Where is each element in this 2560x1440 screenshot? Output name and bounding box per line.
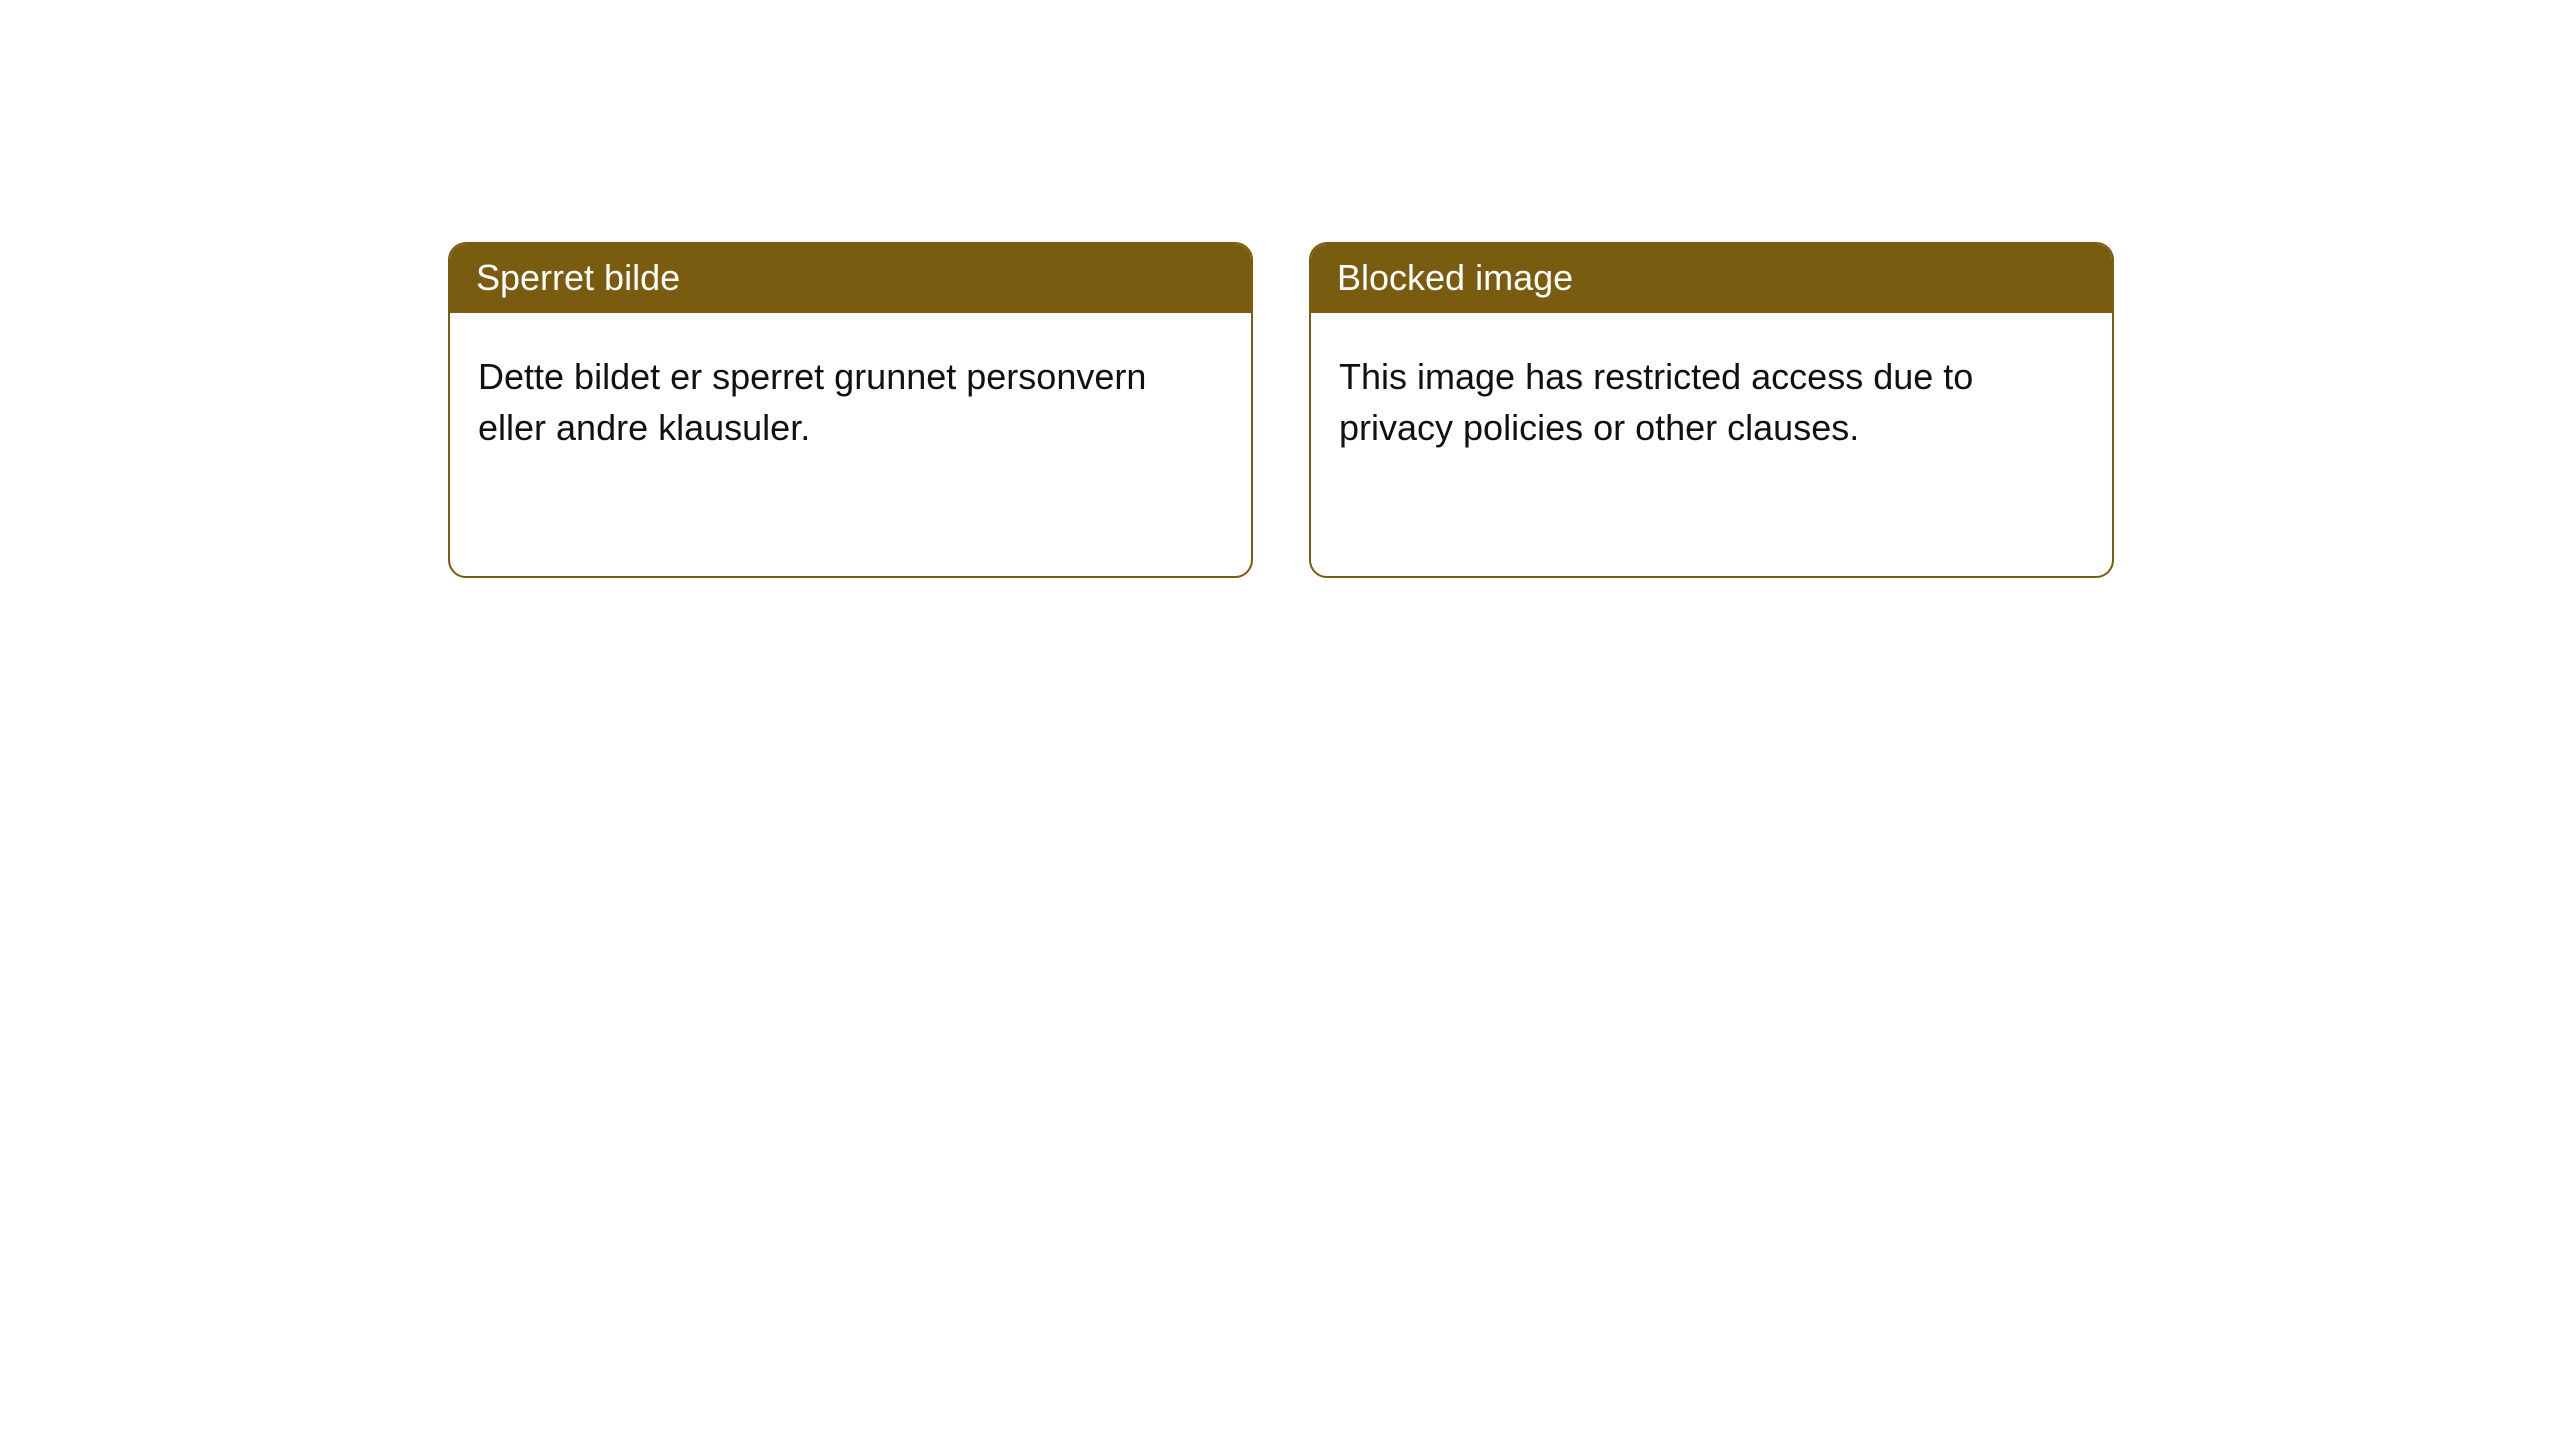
notice-container: Sperret bilde Dette bildet er sperret gr… — [0, 0, 2560, 578]
blocked-image-card-en: Blocked image This image has restricted … — [1309, 242, 2114, 578]
card-header-en: Blocked image — [1311, 244, 2112, 313]
card-header-no: Sperret bilde — [450, 244, 1251, 313]
blocked-image-card-no: Sperret bilde Dette bildet er sperret gr… — [448, 242, 1253, 578]
card-body-en: This image has restricted access due to … — [1311, 313, 2112, 481]
card-body-no: Dette bildet er sperret grunnet personve… — [450, 313, 1251, 481]
